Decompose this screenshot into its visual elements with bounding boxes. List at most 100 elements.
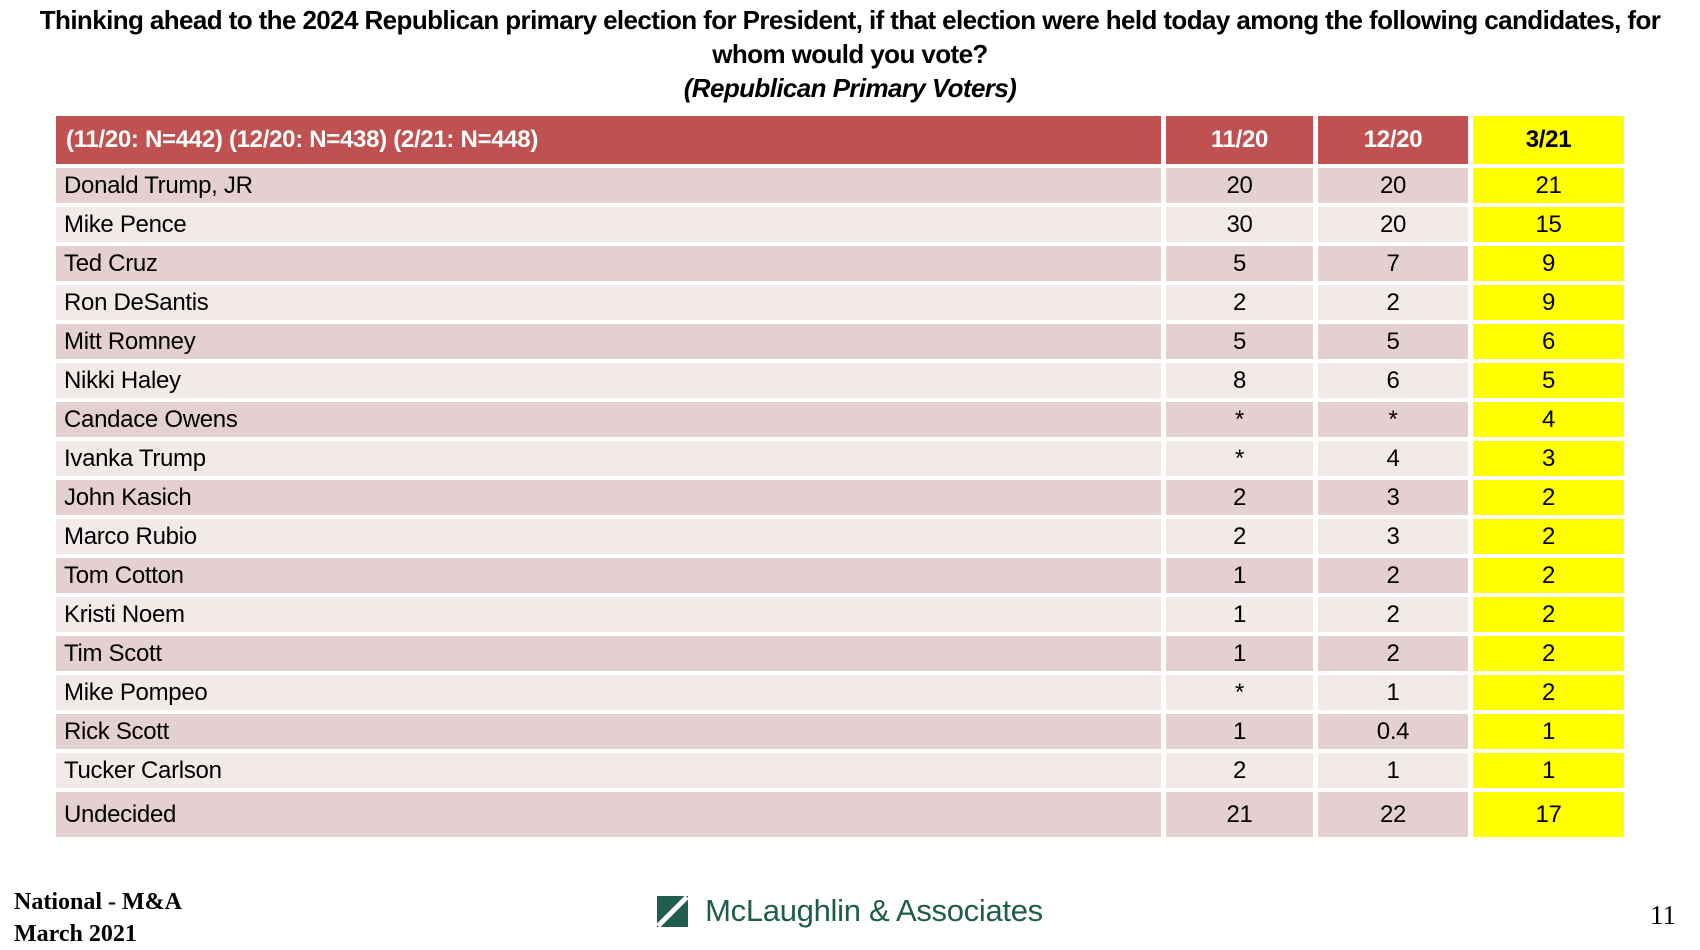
candidate-name: John Kasich [56, 480, 1161, 515]
footer-source-line1: National - M&A [14, 889, 182, 915]
value-cell-highlight: 9 [1473, 285, 1624, 320]
value-cell-highlight: 2 [1473, 636, 1624, 671]
value-cell: * [1166, 441, 1313, 476]
candidate-name: Candace Owens [56, 402, 1161, 437]
value-cell: 8 [1166, 363, 1313, 398]
table-row: Ivanka Trump * 4 3 [56, 441, 1624, 476]
value-cell: 5 [1166, 246, 1313, 281]
value-cell: 22 [1318, 792, 1468, 837]
candidate-name: Ivanka Trump [56, 441, 1161, 476]
table-row: Tom Cotton 1 2 2 [56, 558, 1624, 593]
table-row: Rick Scott 1 0.4 1 [56, 714, 1624, 749]
table-row: Marco Rubio 2 3 2 [56, 519, 1624, 554]
value-cell: 2 [1318, 558, 1468, 593]
value-cell: 3 [1318, 480, 1468, 515]
value-cell: 7 [1318, 246, 1468, 281]
candidate-name: Undecided [56, 792, 1161, 837]
value-cell: 1 [1318, 753, 1468, 788]
value-cell-highlight: 15 [1473, 207, 1624, 242]
value-cell-highlight: 1 [1473, 714, 1624, 749]
value-cell: 30 [1166, 207, 1313, 242]
candidate-name: Rick Scott [56, 714, 1161, 749]
candidate-name: Nikki Haley [56, 363, 1161, 398]
table-row: Tim Scott 1 2 2 [56, 636, 1624, 671]
table-header-col-321: 3/21 [1473, 116, 1624, 164]
value-cell: 1 [1166, 597, 1313, 632]
value-cell: 2 [1318, 636, 1468, 671]
value-cell: 2 [1318, 597, 1468, 632]
value-cell: 2 [1166, 519, 1313, 554]
value-cell: 0.4 [1318, 714, 1468, 749]
candidate-name: Donald Trump, JR [56, 168, 1161, 203]
value-cell-highlight: 2 [1473, 597, 1624, 632]
value-cell: 1 [1166, 636, 1313, 671]
company-logo-text: McLaughlin & Associates [705, 893, 1043, 928]
value-cell: 1 [1318, 675, 1468, 710]
value-cell-highlight: 1 [1473, 753, 1624, 788]
value-cell: * [1166, 675, 1313, 710]
value-cell: 20 [1318, 207, 1468, 242]
value-cell: 21 [1166, 792, 1313, 837]
company-logo: McLaughlin & Associates [0, 893, 1700, 929]
value-cell-highlight: 2 [1473, 480, 1624, 515]
candidate-name: Kristi Noem [56, 597, 1161, 632]
table-row: Mitt Romney 5 5 6 [56, 324, 1624, 359]
value-cell: * [1318, 402, 1468, 437]
poll-table-body: Donald Trump, JR 20 20 21 Mike Pence 30 20 15 Te… [56, 168, 1624, 837]
mclaughlin-logo-icon [657, 895, 689, 927]
value-cell: 3 [1318, 519, 1468, 554]
candidate-name: Ted Cruz [56, 246, 1161, 281]
value-cell: 1 [1166, 714, 1313, 749]
footer-source-line2: March 2021 [14, 921, 137, 947]
page-number: 11 [1650, 900, 1676, 930]
table-row: Kristi Noem 1 2 2 [56, 597, 1624, 632]
value-cell: 2 [1318, 285, 1468, 320]
value-cell: 20 [1318, 168, 1468, 203]
candidate-name: Ron DeSantis [56, 285, 1161, 320]
footer-source: National - M&A March 2021 [14, 886, 182, 950]
value-cell-highlight: 6 [1473, 324, 1624, 359]
table-row: Mike Pence 30 20 15 [56, 207, 1624, 242]
value-cell: 1 [1166, 558, 1313, 593]
poll-table: (11/20: N=442) (12/20: N=438) (2/21: N=4… [51, 112, 1629, 841]
value-cell-highlight: 2 [1473, 519, 1624, 554]
table-row: John Kasich 2 3 2 [56, 480, 1624, 515]
title-block: Thinking ahead to the 2024 Republican pr… [18, 3, 1682, 105]
table-row: Tucker Carlson 2 1 1 [56, 753, 1624, 788]
candidate-name: Mike Pence [56, 207, 1161, 242]
candidate-name: Mike Pompeo [56, 675, 1161, 710]
table-header-sample-sizes: (11/20: N=442) (12/20: N=438) (2/21: N=4… [56, 116, 1161, 164]
table-row: Ted Cruz 5 7 9 [56, 246, 1624, 281]
table-row: Mike Pompeo * 1 2 [56, 675, 1624, 710]
table-row: Candace Owens * * 4 [56, 402, 1624, 437]
table-header-col-1220: 12/20 [1318, 116, 1468, 164]
value-cell-highlight: 9 [1473, 246, 1624, 281]
question-subtitle: (Republican Primary Voters) [683, 73, 1017, 103]
value-cell: 4 [1318, 441, 1468, 476]
table-row: Nikki Haley 8 6 5 [56, 363, 1624, 398]
value-cell: 6 [1318, 363, 1468, 398]
table-row: Undecided 21 22 17 [56, 792, 1624, 837]
candidate-name: Tucker Carlson [56, 753, 1161, 788]
candidate-name: Marco Rubio [56, 519, 1161, 554]
table-row: Ron DeSantis 2 2 9 [56, 285, 1624, 320]
value-cell-highlight: 3 [1473, 441, 1624, 476]
table-header-row: (11/20: N=442) (12/20: N=438) (2/21: N=4… [56, 116, 1624, 164]
candidate-name: Mitt Romney [56, 324, 1161, 359]
value-cell-highlight: 21 [1473, 168, 1624, 203]
value-cell: 5 [1318, 324, 1468, 359]
candidate-name: Tom Cotton [56, 558, 1161, 593]
value-cell: 2 [1166, 753, 1313, 788]
table-row: Donald Trump, JR 20 20 21 [56, 168, 1624, 203]
value-cell: * [1166, 402, 1313, 437]
value-cell-highlight: 17 [1473, 792, 1624, 837]
value-cell: 2 [1166, 285, 1313, 320]
value-cell-highlight: 4 [1473, 402, 1624, 437]
value-cell: 2 [1166, 480, 1313, 515]
table-header-col-1120: 11/20 [1166, 116, 1313, 164]
value-cell: 20 [1166, 168, 1313, 203]
value-cell-highlight: 2 [1473, 558, 1624, 593]
value-cell: 5 [1166, 324, 1313, 359]
value-cell-highlight: 2 [1473, 675, 1624, 710]
